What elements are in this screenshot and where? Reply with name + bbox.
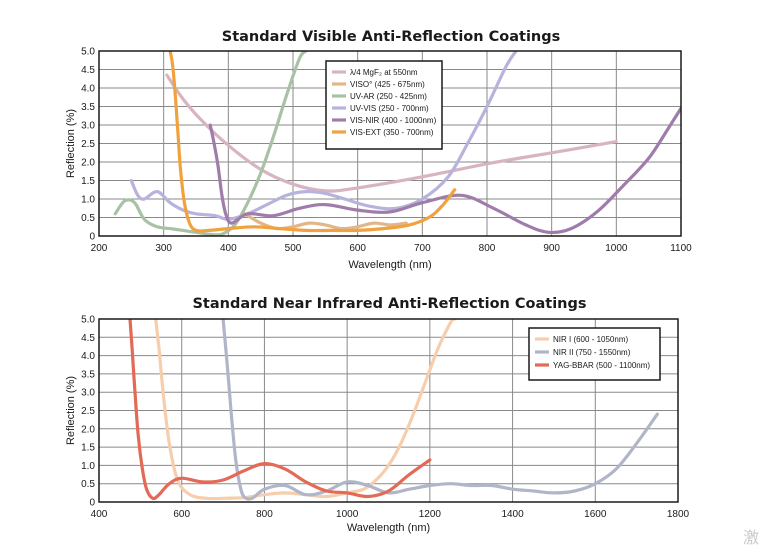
plot-border [98, 318, 679, 503]
x-tick-label: 800 [479, 243, 496, 254]
x-tick-label: 1600 [584, 509, 607, 520]
x-tick-label: 200 [91, 243, 108, 254]
legend-box [528, 327, 661, 381]
legend-entry: NIR II (750 - 1550nm) [553, 348, 631, 357]
x-tick-label: 500 [285, 243, 302, 254]
legend-entry: UV-VIS (250 - 700nm) [350, 104, 429, 113]
x-tick-label: 1100 [670, 243, 692, 254]
y-tick-label: 1.5 [81, 176, 95, 187]
plot-border [98, 50, 682, 237]
y-tick-label: 1.0 [81, 195, 95, 206]
series-line-1 [165, 73, 618, 193]
y-tick-label: 4.0 [81, 84, 95, 95]
legend-entry: UV-AR (250 - 425nm) [350, 92, 427, 101]
series-line-3 [128, 319, 432, 501]
y-tick-label: 1.5 [81, 443, 95, 454]
series-line-5 [208, 106, 681, 235]
y-tick-label: 4.0 [81, 351, 95, 362]
x-tick-label: 1200 [419, 509, 442, 520]
x-axis-label: Wavelength (nm) [347, 522, 430, 534]
x-tick-label: 1000 [336, 509, 359, 520]
y-tick-label: 2.0 [81, 158, 95, 169]
x-tick-label: 1800 [667, 509, 690, 520]
x-tick-label: 1400 [501, 509, 524, 520]
y-axis-label: Reflection (%) [65, 109, 77, 178]
y-tick-label: 3.0 [81, 121, 95, 132]
legend-entry: YAG-BBAR (500 - 1100nm) [553, 361, 650, 370]
y-tick-label: 3.5 [81, 102, 95, 113]
y-tick-label: 3.5 [81, 369, 95, 380]
x-tick-label: 400 [220, 243, 237, 254]
y-tick-label: 2.0 [81, 424, 95, 435]
y-tick-label: 2.5 [81, 139, 95, 150]
legend-entry: VISO° (425 - 675nm) [350, 80, 425, 89]
y-tick-label: 0 [89, 232, 95, 243]
series-line-6 [168, 51, 457, 233]
y-tick-label: 0.5 [81, 213, 95, 224]
x-tick-label: 700 [414, 243, 431, 254]
watermark: 激 [742, 528, 759, 547]
y-axis-label: Reflection (%) [65, 376, 77, 445]
legend-entry: VIS-EXT (350 - 700nm) [350, 128, 434, 137]
x-axis-label: Wavelength (nm) [348, 259, 431, 271]
y-tick-label: 4.5 [81, 333, 95, 344]
y-tick-label: 5.0 [81, 315, 95, 326]
x-tick-label: 600 [173, 509, 190, 520]
x-tick-label: 400 [91, 509, 108, 520]
x-tick-label: 600 [349, 243, 366, 254]
series-line-4 [129, 51, 518, 221]
x-tick-label: 1000 [605, 243, 628, 254]
legend: NIR I (600 - 1050nm) NIR II (750 - 1550nm… [528, 327, 661, 381]
y-tick-label: 2.5 [81, 406, 95, 417]
x-tick-label: 900 [543, 243, 560, 254]
legend: λ/4 MgF₂ at 550nm VISO° (425 - 675nm) UV-A… [325, 60, 443, 150]
x-tick-label: 300 [155, 243, 172, 254]
y-tick-label: 5.0 [81, 47, 95, 58]
series-line-3 [113, 51, 308, 236]
chart-2: 0 0.5 1.0 1.5 2.0 2.5 3.0 3.5 4.0 4.5 5.0 400 600 800… [65, 296, 690, 534]
chart-title: Standard Near Infrared Anti-Reflection C… [192, 296, 586, 312]
legend-entry: λ/4 MgF₂ at 550nm [350, 68, 418, 77]
y-tick-label: 0 [89, 498, 95, 509]
chart-1: 0 0.5 1.0 1.5 2.0 2.5 3.0 3.5 4.0 4.5 5.0 200 300 400… [65, 29, 692, 271]
y-tick-label: 0.5 [81, 479, 95, 490]
legend-box [325, 60, 443, 150]
y-tick-label: 4.5 [81, 65, 95, 76]
legend-entry: VIS-NIR (400 - 1000nm) [350, 116, 437, 125]
legend-entry: NIR I (600 - 1050nm) [553, 335, 628, 344]
y-tick-label: 3.0 [81, 388, 95, 399]
y-tick-label: 1.0 [81, 461, 95, 472]
x-tick-label: 800 [256, 509, 273, 520]
chart-title: Standard Visible Anti-Reflection Coating… [222, 29, 561, 45]
